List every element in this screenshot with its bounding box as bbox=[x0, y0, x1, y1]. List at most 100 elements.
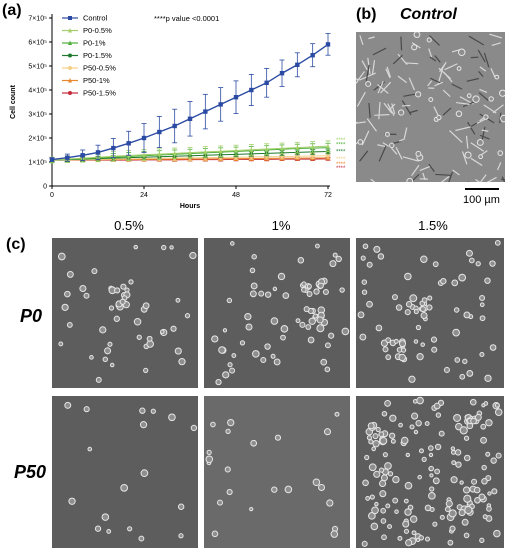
cell bbox=[392, 497, 399, 504]
cell bbox=[440, 278, 447, 285]
fibroblast-cell bbox=[409, 109, 418, 114]
cell bbox=[468, 257, 475, 264]
cell bbox=[450, 449, 456, 455]
data-point bbox=[264, 80, 269, 85]
cell bbox=[486, 506, 492, 512]
fibroblast-cell bbox=[501, 178, 505, 181]
fibroblast-cell bbox=[374, 113, 390, 116]
cell bbox=[476, 139, 484, 146]
fibroblast-cell bbox=[496, 162, 502, 171]
cell bbox=[443, 366, 450, 373]
cell bbox=[449, 525, 456, 532]
cell bbox=[420, 312, 428, 320]
data-point bbox=[80, 153, 85, 158]
cell bbox=[403, 498, 409, 504]
cell bbox=[140, 469, 149, 478]
cell bbox=[272, 286, 278, 292]
panel-b-label: (b) bbox=[356, 6, 377, 23]
cell bbox=[461, 518, 469, 526]
cell bbox=[380, 507, 387, 514]
cell bbox=[499, 89, 505, 97]
cell bbox=[379, 436, 388, 445]
fibroblast-cell bbox=[378, 101, 381, 120]
cell bbox=[382, 452, 388, 458]
cell bbox=[362, 479, 369, 487]
fibroblast-cell bbox=[444, 63, 458, 71]
cell bbox=[366, 435, 372, 441]
cell bbox=[480, 436, 488, 444]
data-point bbox=[279, 71, 285, 76]
fibroblast-cell bbox=[465, 135, 469, 149]
cell bbox=[312, 478, 321, 487]
cell bbox=[463, 435, 470, 441]
cell bbox=[413, 309, 419, 315]
data-point bbox=[325, 42, 331, 47]
legend-label: P50-1% bbox=[83, 76, 110, 85]
cell bbox=[426, 304, 433, 311]
cell bbox=[404, 508, 412, 516]
data-point bbox=[234, 148, 238, 153]
cell bbox=[389, 142, 395, 149]
fibroblast-cell bbox=[466, 77, 479, 82]
cell bbox=[485, 419, 493, 427]
cell bbox=[277, 272, 286, 281]
cell bbox=[415, 324, 422, 331]
cell bbox=[161, 244, 167, 251]
cell bbox=[139, 421, 148, 429]
cell bbox=[66, 321, 73, 328]
cell bbox=[385, 354, 392, 361]
fibroblast-cell bbox=[377, 144, 387, 148]
cell bbox=[389, 414, 397, 422]
cell bbox=[382, 346, 389, 353]
cell bbox=[306, 291, 313, 297]
cell bbox=[83, 292, 90, 299]
fibroblast-cell bbox=[481, 129, 489, 132]
fibroblast-cell bbox=[400, 36, 403, 51]
cell bbox=[273, 358, 281, 366]
data-point bbox=[141, 135, 147, 141]
cell bbox=[458, 273, 467, 282]
cell bbox=[390, 438, 396, 444]
data-point bbox=[295, 145, 300, 150]
row-label-p50: P50 bbox=[14, 462, 47, 482]
data-point bbox=[68, 66, 72, 70]
data-point bbox=[203, 149, 208, 154]
cell bbox=[341, 327, 350, 336]
fibroblast-cell bbox=[434, 55, 441, 63]
cell bbox=[444, 506, 451, 513]
cell bbox=[322, 288, 329, 296]
fibroblast-cell bbox=[449, 130, 463, 143]
cell bbox=[395, 304, 403, 311]
fibroblast-cell bbox=[377, 84, 389, 94]
cell bbox=[397, 535, 403, 541]
cell bbox=[459, 426, 468, 435]
cell bbox=[189, 251, 197, 260]
cell bbox=[463, 454, 471, 462]
cell bbox=[371, 446, 377, 452]
cell bbox=[270, 317, 279, 325]
cell bbox=[494, 402, 500, 408]
fibroblast-cell bbox=[391, 147, 398, 155]
cell bbox=[398, 340, 407, 348]
cell bbox=[487, 491, 492, 496]
cell bbox=[366, 300, 373, 308]
fibroblast-cell bbox=[408, 77, 415, 91]
cell bbox=[472, 95, 480, 103]
fibroblast-cell bbox=[442, 89, 451, 97]
cell bbox=[439, 514, 445, 520]
x-tick-label: 72 bbox=[324, 192, 332, 199]
y-tick-label: 5×10⁵ bbox=[28, 64, 47, 71]
cell bbox=[101, 513, 110, 521]
cell bbox=[120, 283, 127, 290]
significance-annotation: ****p value <0.0001 bbox=[154, 14, 219, 23]
cell bbox=[462, 486, 471, 494]
cell bbox=[58, 341, 64, 347]
cell bbox=[432, 261, 439, 268]
cell bbox=[356, 78, 359, 83]
cell bbox=[99, 326, 107, 334]
fibroblast-cell bbox=[427, 80, 433, 87]
cell bbox=[368, 439, 374, 445]
cell bbox=[378, 479, 387, 488]
cell bbox=[418, 448, 424, 454]
data-point bbox=[295, 62, 300, 67]
